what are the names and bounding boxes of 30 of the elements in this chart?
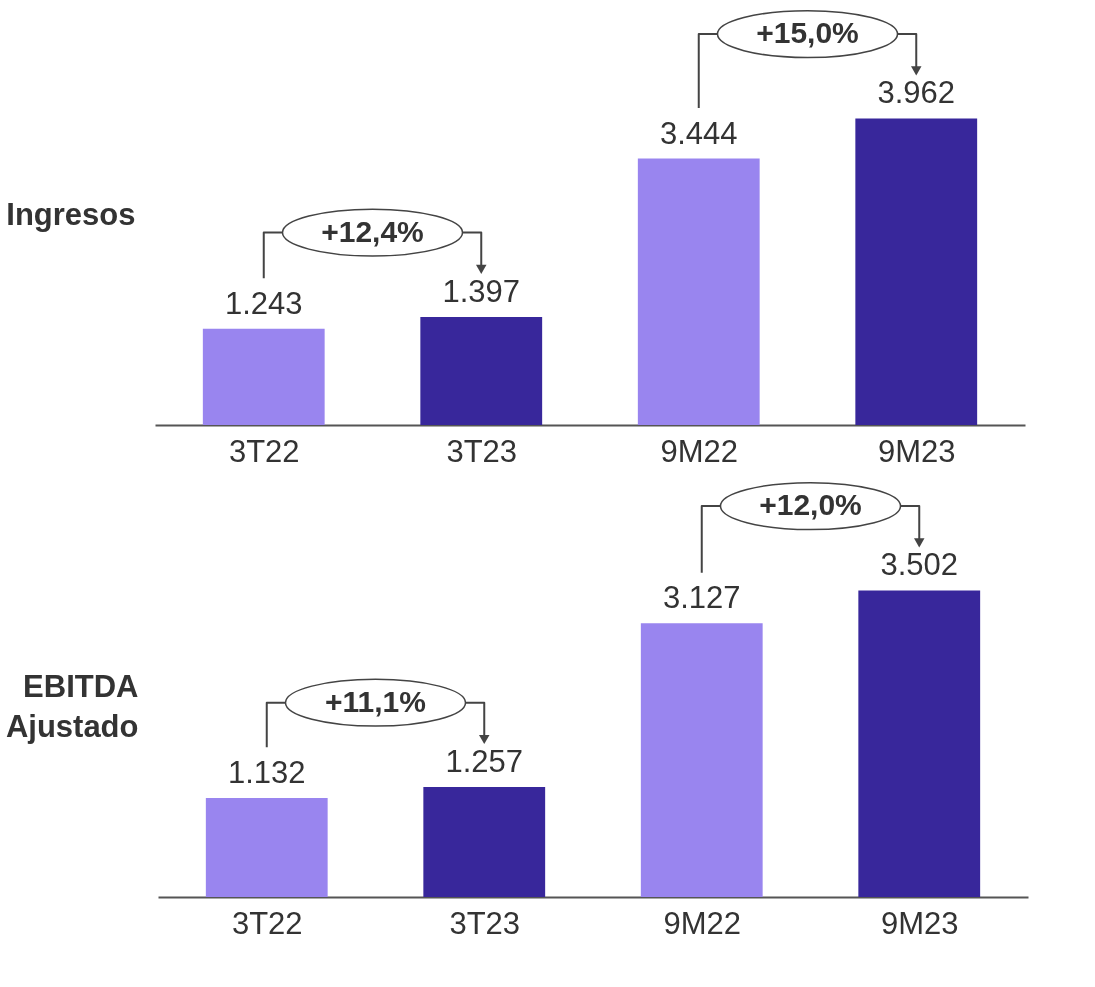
y-axis-title: Ingresos: [6, 196, 136, 232]
x-tick-label: 3T22: [231, 905, 303, 941]
annotation: +11,1%: [325, 684, 426, 718]
annotation: +12,4%: [321, 214, 424, 248]
data-label: 1.132: [227, 754, 306, 790]
data-label: 3.127: [662, 580, 741, 616]
data-label: 1.257: [445, 743, 524, 779]
data-label: 3.962: [877, 75, 956, 111]
x-tick-label: 3T23: [449, 905, 521, 941]
x-tick-label: 3T22: [228, 433, 300, 469]
bar: [205, 797, 328, 897]
bar: [858, 590, 981, 897]
bar: [855, 118, 978, 425]
text: +12,0%: [759, 488, 862, 522]
data-label: 1.397: [442, 273, 521, 309]
text: +15,0%: [756, 16, 859, 50]
bar: [420, 316, 543, 425]
data-label: 3.502: [880, 547, 959, 583]
data-label: 3.444: [659, 115, 738, 151]
bar: [637, 158, 760, 425]
x-tick-label: 9M23: [880, 905, 959, 941]
bar: [423, 786, 546, 897]
x-tick-label: 3T23: [446, 433, 518, 469]
data-label: 1.243: [224, 285, 303, 321]
x-tick-label: 9M22: [663, 905, 742, 941]
bar: [640, 623, 763, 897]
bar: [202, 328, 325, 425]
x-tick-label: 9M23: [877, 433, 956, 469]
x-tick-label: 9M22: [660, 433, 739, 469]
y-axis-title: EBITDA Ajustado: [5, 668, 139, 744]
